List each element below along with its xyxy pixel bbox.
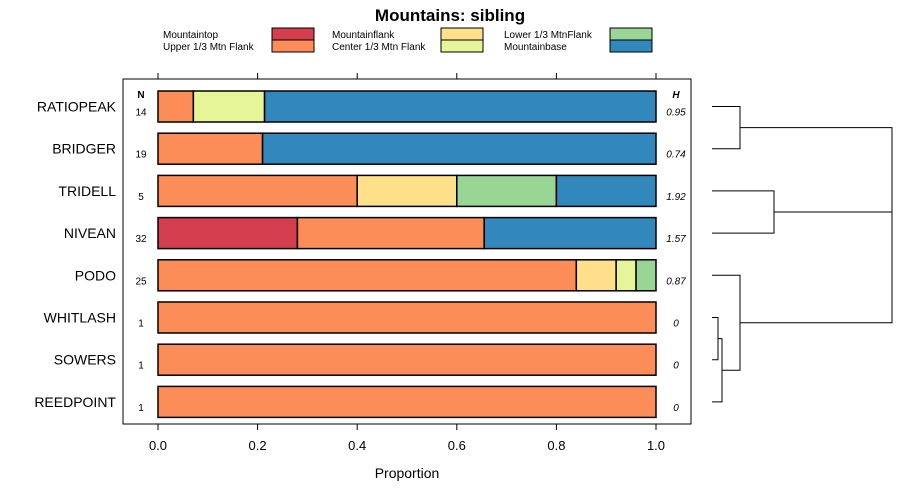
category-label-podo: PODO — [75, 267, 116, 283]
x-tick-label-5: 1.0 — [647, 438, 665, 453]
n-value-bridger: 19 — [135, 150, 147, 161]
n-value-reedpoint: 1 — [138, 403, 144, 414]
category-label-whitlash: WHITLASH — [44, 310, 116, 326]
legend-label-center-1-3-mtn-flank: Center 1/3 Mtn Flank — [332, 42, 426, 53]
legend-label-lower-1-3-mtnflank: Lower 1/3 MtnFlank — [504, 30, 593, 41]
n-value-tridell: 5 — [138, 192, 144, 203]
x-tick-label-3: 0.6 — [448, 438, 466, 453]
legend-label-mountainbase: Mountainbase — [504, 42, 567, 53]
dendrogram-merge-2 — [712, 317, 719, 361]
dendrogram-merge-5 — [740, 127, 893, 213]
h-value-bridger: 0.74 — [666, 150, 686, 161]
category-label-tridell: TRIDELL — [58, 183, 116, 199]
n-value-whitlash: 1 — [138, 319, 144, 330]
bar-segment-tridell-upper-1-3-mtn-flank — [157, 174, 358, 208]
bar-segment-tridell-lower-1-3-mtnflank — [456, 174, 558, 208]
legend-swatch-upper-1-3-mtn-flank — [271, 39, 315, 53]
h-value-ratiopeak: 0.95 — [666, 108, 686, 119]
dendrogram-merge-3 — [712, 338, 723, 403]
category-label-ratiopeak: RATIOPEAK — [37, 99, 117, 115]
category-label-reedpoint: REEDPOINT — [34, 394, 116, 410]
x-tick-label-0: 0.0 — [149, 438, 167, 453]
h-column-header: H — [672, 90, 680, 101]
dendrogram-merge-0 — [712, 106, 741, 150]
bar-segment-nivean-mountaintop — [157, 216, 299, 250]
dendrogram-merge-4 — [712, 274, 741, 371]
chart-title: Mountains: sibling — [375, 6, 525, 25]
h-value-sowers: 0 — [673, 361, 679, 372]
bars-group: RATIOPEAK 14 0.95 BRIDGER 19 0.74 TRIDELL 5 1.92… — [34, 90, 686, 419]
bar-segment-podo-mountainflank — [575, 259, 617, 292]
legend-swatch-lower-1-3-mtnflank — [609, 27, 653, 41]
bar-segment-reedpoint-upper-1-3-mtn-flank — [157, 385, 657, 419]
legend-swatch-mountainbase — [609, 39, 653, 53]
legend-label-upper-1-3-mtn-flank: Upper 1/3 Mtn Flank — [163, 42, 255, 53]
bar-segment-podo-center-1-3-mtn-flank — [615, 259, 637, 292]
bar-segment-ratiopeak-center-1-3-mtn-flank — [192, 90, 266, 123]
x-tick-label-2: 0.4 — [348, 438, 366, 453]
legend-swatch-center-1-3-mtn-flank — [440, 39, 484, 53]
dendrogram — [712, 106, 893, 403]
bar-segment-ratiopeak-upper-1-3-mtn-flank — [157, 90, 195, 123]
bar-segment-ratiopeak-mountainbase — [263, 90, 657, 123]
legend-label-mountaintop: Mountaintop — [163, 30, 218, 41]
dendrogram-merge-6 — [740, 169, 893, 324]
bar-segment-bridger-mountainbase — [261, 132, 657, 165]
n-value-sowers: 1 — [138, 361, 144, 372]
bar-segment-tridell-mountainbase — [555, 174, 657, 208]
bar-segment-podo-lower-1-3-mtnflank — [635, 259, 657, 292]
h-value-reedpoint: 0 — [673, 403, 679, 414]
n-value-podo: 25 — [135, 276, 147, 287]
n-value-nivean: 32 — [135, 234, 147, 245]
x-tick-label-4: 0.8 — [547, 438, 565, 453]
dendrogram-merge-1 — [712, 190, 775, 234]
n-value-ratiopeak: 14 — [135, 108, 147, 119]
h-value-tridell: 1.92 — [666, 192, 686, 203]
category-label-nivean: NIVEAN — [64, 225, 116, 241]
h-value-whitlash: 0 — [673, 319, 679, 330]
bar-segment-nivean-mountainbase — [483, 216, 657, 250]
legend-swatch-mountaintop — [271, 27, 315, 41]
h-value-podo: 0.87 — [666, 276, 686, 287]
n-column-header: N — [137, 90, 144, 101]
bar-segment-tridell-mountainflank — [356, 174, 458, 208]
x-tick-label-1: 0.2 — [249, 438, 267, 453]
axes-group: 0.0 0.2 0.4 0.6 0.8 1.0 — [149, 73, 665, 453]
bar-segment-whitlash-upper-1-3-mtn-flank — [157, 301, 657, 334]
legend-label-mountainflank: Mountainflank — [332, 30, 395, 41]
bar-segment-podo-upper-1-3-mtn-flank — [157, 259, 578, 292]
plot-frame — [122, 78, 692, 425]
x-axis-label: Proportion — [375, 465, 440, 481]
h-value-nivean: 1.57 — [666, 234, 686, 245]
bar-segment-bridger-upper-1-3-mtn-flank — [157, 132, 264, 165]
bar-segment-nivean-upper-1-3-mtn-flank — [296, 216, 485, 250]
legend-swatch-mountainflank — [440, 27, 484, 41]
category-label-sowers: SOWERS — [54, 352, 116, 368]
category-label-bridger: BRIDGER — [52, 141, 116, 157]
bar-segment-sowers-upper-1-3-mtn-flank — [157, 343, 657, 376]
